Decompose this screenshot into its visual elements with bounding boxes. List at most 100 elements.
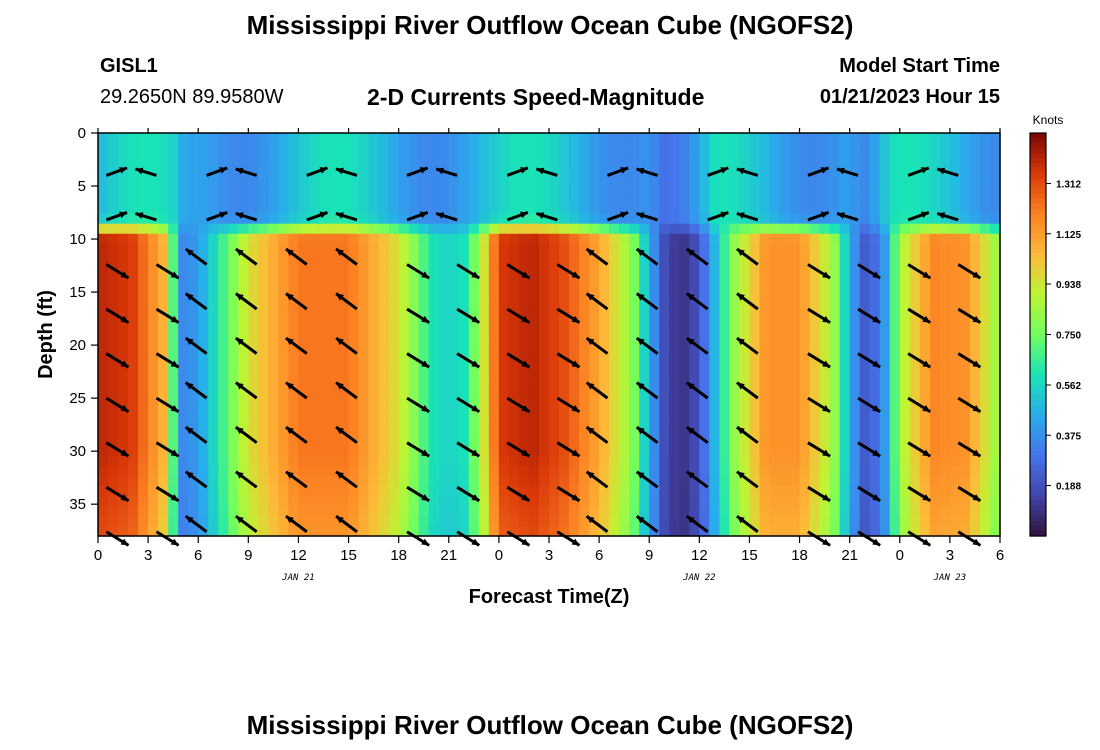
heatmap-cell — [338, 525, 350, 537]
heatmap-cell — [218, 515, 229, 527]
heatmap-cell — [448, 415, 460, 426]
heatmap-cell — [308, 284, 320, 295]
heatmap-cell — [839, 495, 851, 507]
heatmap-cell — [849, 364, 861, 376]
heatmap-cell — [348, 153, 360, 164]
heatmap-cell — [498, 435, 510, 446]
heatmap-cell — [148, 384, 159, 396]
heatmap-cell — [759, 525, 771, 537]
heatmap-cell — [879, 284, 891, 295]
heatmap-cell — [579, 394, 590, 406]
heatmap-cell — [899, 223, 911, 235]
heatmap-cell — [679, 133, 690, 144]
heatmap-cell — [759, 203, 771, 215]
heatmap-cell — [859, 384, 871, 396]
heatmap-cell — [639, 445, 650, 456]
current-arrow-head — [235, 382, 244, 390]
heatmap-cell — [328, 374, 340, 386]
heatmap-cell — [609, 173, 620, 184]
heatmap-cell — [348, 405, 360, 416]
heatmap-cell — [869, 364, 881, 376]
heatmap-cell — [528, 515, 540, 527]
heatmap-cell — [979, 243, 991, 255]
colorbar-tick-label: 1.312 — [1056, 180, 1081, 191]
heatmap-cell — [739, 274, 751, 285]
heatmap-cell — [869, 495, 881, 507]
heatmap-cell — [829, 374, 841, 386]
heatmap-cell — [779, 153, 791, 164]
heatmap-cell — [559, 394, 570, 406]
heatmap-cell — [809, 253, 821, 265]
heatmap-cell — [779, 485, 791, 497]
current-arrow-head — [822, 315, 831, 323]
heatmap-cell — [478, 274, 490, 285]
heatmap-cell — [318, 304, 330, 315]
heatmap-cell — [839, 183, 851, 195]
heatmap-cell — [298, 354, 310, 366]
heatmap-cell — [158, 314, 169, 326]
heatmap-cell — [118, 243, 129, 255]
heatmap-cell — [879, 394, 891, 406]
heatmap-cell — [268, 284, 279, 295]
heatmap-cell — [508, 515, 520, 527]
heatmap-cell — [248, 243, 259, 255]
heatmap-cell — [288, 193, 300, 205]
heatmap-cell — [719, 183, 730, 195]
heatmap-cell — [118, 445, 129, 456]
heatmap-cell — [929, 435, 941, 446]
heatmap-cell — [639, 314, 650, 326]
current-arrow-head — [922, 494, 931, 501]
heatmap-cell — [278, 344, 290, 356]
heatmap-cell — [639, 153, 650, 164]
heatmap-cell — [438, 304, 450, 315]
heatmap-cell — [528, 183, 540, 195]
colorbar-segment — [1030, 253, 1046, 260]
heatmap-cell — [839, 203, 851, 215]
heatmap-cell — [358, 314, 370, 326]
heatmap-cell — [148, 415, 159, 426]
heatmap-cell — [669, 294, 680, 305]
heatmap-cell — [228, 183, 239, 195]
heatmap-cell — [318, 193, 330, 205]
heatmap-cell — [458, 334, 470, 346]
heatmap-cell — [408, 223, 420, 235]
heatmap-cell — [789, 173, 801, 184]
heatmap-cell — [919, 304, 931, 315]
heatmap-cell — [689, 253, 700, 265]
colorbar-segment — [1030, 455, 1046, 462]
heatmap-cell — [308, 445, 320, 456]
heatmap-cell — [258, 334, 269, 346]
heatmap-cell — [138, 515, 149, 527]
heatmap-cell — [689, 435, 700, 446]
heatmap-cell — [318, 334, 330, 346]
heatmap-cell — [769, 344, 781, 356]
heatmap-cell — [98, 485, 109, 497]
heatmap-cell — [288, 143, 300, 154]
heatmap-cell — [538, 415, 550, 426]
heatmap-cell — [428, 485, 440, 497]
colorbar-segment — [1030, 415, 1046, 421]
heatmap-cell — [989, 263, 1001, 275]
heatmap-cell — [318, 253, 330, 265]
heatmap-cell — [889, 274, 901, 285]
heatmap-cell — [268, 515, 279, 527]
heatmap-cell — [679, 455, 690, 467]
heatmap-cell — [108, 274, 119, 285]
heatmap-cell — [368, 354, 380, 366]
heatmap-cell — [358, 515, 370, 527]
heatmap-cell — [478, 405, 490, 416]
heatmap-cell — [318, 374, 330, 386]
heatmap-cell — [879, 193, 891, 205]
heatmap-cell — [619, 344, 630, 356]
heatmap-cell — [408, 193, 420, 205]
heatmap-cell — [258, 405, 269, 416]
colorbar-segment — [1030, 279, 1046, 285]
heatmap-cell — [899, 203, 911, 215]
heatmap-cell — [248, 163, 259, 174]
heatmap-cell — [428, 495, 440, 507]
heatmap-cell — [478, 314, 490, 326]
heatmap-cell — [208, 415, 219, 426]
heatmap-cell — [138, 304, 149, 315]
heatmap-cell — [138, 203, 149, 215]
current-arrow-head — [235, 338, 244, 346]
